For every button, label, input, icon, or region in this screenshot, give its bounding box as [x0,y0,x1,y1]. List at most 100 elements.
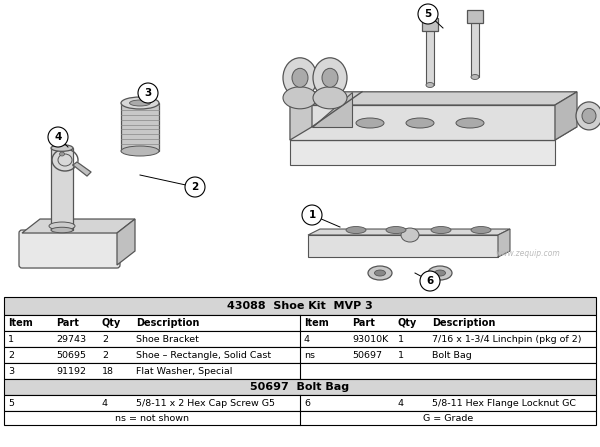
Text: 4: 4 [398,399,404,408]
FancyBboxPatch shape [4,347,596,363]
Ellipse shape [434,270,445,276]
Ellipse shape [130,100,151,106]
Text: Description: Description [432,318,496,328]
Text: 5: 5 [8,399,14,408]
Ellipse shape [292,68,308,87]
Ellipse shape [356,118,384,128]
Text: 5/8-11 Hex Flange Locknut GC: 5/8-11 Hex Flange Locknut GC [432,399,576,408]
Text: Bolt Bag: Bolt Bag [432,350,472,359]
Polygon shape [117,219,135,265]
FancyBboxPatch shape [422,18,438,31]
Ellipse shape [401,228,419,242]
Polygon shape [290,92,577,105]
Text: www.zequip.com: www.zequip.com [495,249,560,257]
Text: ns = not shown: ns = not shown [115,413,189,422]
Polygon shape [290,127,577,140]
Text: 3: 3 [8,367,14,375]
Text: 7/16 x 1-3/4 Linchpin (pkg of 2): 7/16 x 1-3/4 Linchpin (pkg of 2) [432,334,581,343]
Text: Qty: Qty [398,318,417,328]
FancyBboxPatch shape [4,315,596,331]
Text: 1: 1 [398,350,404,359]
Ellipse shape [471,75,479,80]
Text: 1: 1 [308,210,316,220]
Text: Flat Washer, Special: Flat Washer, Special [136,367,232,375]
Ellipse shape [368,266,392,280]
FancyBboxPatch shape [471,22,479,77]
Text: 93010K: 93010K [352,334,388,343]
Text: 50697: 50697 [352,350,382,359]
Ellipse shape [428,266,452,280]
Ellipse shape [283,87,317,109]
Ellipse shape [283,58,317,98]
FancyBboxPatch shape [467,10,483,23]
Polygon shape [312,92,352,127]
Ellipse shape [51,227,73,233]
Ellipse shape [59,152,65,156]
Text: 6: 6 [304,399,310,408]
Ellipse shape [49,222,75,230]
FancyBboxPatch shape [4,297,596,315]
Ellipse shape [456,118,484,128]
Polygon shape [555,92,577,140]
Circle shape [48,127,68,147]
Text: 4: 4 [55,132,62,142]
Text: Shoe Bracket: Shoe Bracket [136,334,199,343]
FancyBboxPatch shape [4,395,596,411]
FancyBboxPatch shape [4,411,596,425]
Text: 2: 2 [191,182,199,192]
Text: Part: Part [352,318,375,328]
FancyBboxPatch shape [4,331,596,347]
Polygon shape [290,140,555,165]
Polygon shape [290,92,312,140]
Ellipse shape [374,270,386,276]
Circle shape [185,177,205,197]
Text: Item: Item [8,318,33,328]
Polygon shape [290,105,555,140]
Text: 1: 1 [8,334,14,343]
Ellipse shape [313,58,347,98]
Text: G = Grade: G = Grade [423,413,473,422]
Text: 43088  Shoe Kit  MVP 3: 43088 Shoe Kit MVP 3 [227,301,373,311]
Circle shape [302,205,322,225]
Ellipse shape [471,227,491,233]
Polygon shape [308,235,498,257]
Text: 5/8-11 x 2 Hex Cap Screw G5: 5/8-11 x 2 Hex Cap Screw G5 [136,399,275,408]
Ellipse shape [386,227,406,233]
Text: 3: 3 [145,88,152,98]
Text: 4: 4 [304,334,310,343]
FancyBboxPatch shape [51,148,73,230]
Ellipse shape [576,102,600,130]
Ellipse shape [51,145,73,152]
Circle shape [418,4,438,24]
Polygon shape [498,229,510,257]
Ellipse shape [322,68,338,87]
Text: Shoe – Rectangle, Solid Cast: Shoe – Rectangle, Solid Cast [136,350,271,359]
Circle shape [138,83,158,103]
FancyBboxPatch shape [4,379,596,395]
Text: 1: 1 [398,334,404,343]
Ellipse shape [346,227,366,233]
Text: 91192: 91192 [56,367,86,375]
Text: 50697  Bolt Bag: 50697 Bolt Bag [250,382,350,392]
Text: Item: Item [304,318,329,328]
Text: 29743: 29743 [56,334,86,343]
FancyBboxPatch shape [4,363,596,379]
Polygon shape [22,219,135,233]
Text: 2: 2 [102,350,108,359]
Polygon shape [73,162,91,176]
Text: Description: Description [136,318,199,328]
Circle shape [420,271,440,291]
Text: 4: 4 [102,399,108,408]
Ellipse shape [121,97,159,109]
Ellipse shape [426,83,434,88]
FancyBboxPatch shape [121,103,159,151]
Text: Part: Part [56,318,79,328]
Ellipse shape [313,87,347,109]
Ellipse shape [121,146,159,156]
Ellipse shape [406,118,434,128]
FancyBboxPatch shape [426,30,434,85]
Text: 18: 18 [102,367,114,375]
FancyBboxPatch shape [19,230,120,268]
Text: Qty: Qty [102,318,121,328]
Text: 6: 6 [427,276,434,286]
